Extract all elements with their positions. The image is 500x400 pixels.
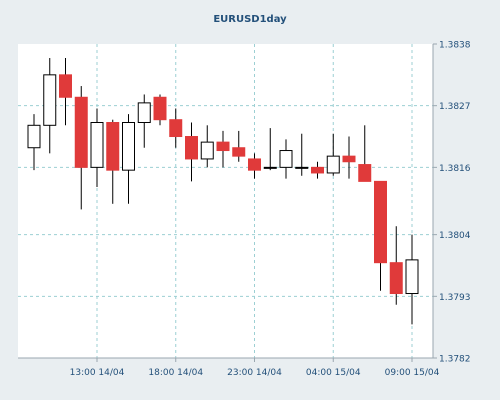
candle: [169, 108, 183, 148]
candle-body-bearish: [153, 96, 167, 121]
candle-body-bullish: [279, 150, 293, 168]
candle-body-bullish: [137, 102, 151, 123]
candle: [74, 86, 88, 210]
candle-body-bullish: [405, 259, 419, 295]
candle: [90, 108, 104, 187]
plot-panel: [18, 44, 433, 358]
candle: [106, 119, 120, 204]
candle-body-bearish: [374, 180, 387, 264]
candle: [295, 133, 309, 176]
grid-lines: [18, 43, 437, 362]
candle-body-bullish: [27, 124, 41, 149]
candle-body-bearish: [106, 122, 120, 171]
candle-body-bullish: [263, 166, 277, 169]
candles: [27, 58, 419, 325]
candle: [185, 122, 198, 182]
candle: [358, 125, 372, 182]
y-tick-label: 1.3782: [439, 355, 471, 365]
candle-body-bearish: [248, 158, 261, 171]
candle: [232, 130, 246, 162]
candle-body-bullish: [200, 141, 214, 160]
axis-labels: 1.3838 1.3827 1.3816 1.3804 1.3793 1.3782 13:0…: [70, 41, 471, 379]
candle: [122, 114, 135, 204]
candle: [200, 125, 214, 168]
candle: [27, 114, 41, 171]
y-tick-label: 1.3793: [439, 293, 471, 303]
candle: [326, 133, 340, 176]
candle-body-bullish: [90, 122, 104, 168]
candle: [263, 128, 277, 171]
candle-body-bearish: [185, 136, 198, 160]
candle-body-bearish: [311, 166, 324, 174]
candle-body-bullish: [43, 74, 57, 126]
x-tick-label: 04:00 15/04: [306, 368, 361, 378]
candle: [405, 234, 419, 325]
candle-body-bearish: [232, 147, 246, 157]
candle: [311, 161, 324, 179]
candle: [216, 130, 230, 168]
candle-body-bearish: [74, 96, 88, 168]
candle-body-bullish: [122, 122, 135, 171]
y-tick-label: 1.3816: [439, 164, 471, 174]
candle: [153, 94, 167, 126]
candle: [137, 94, 151, 148]
candle: [43, 58, 57, 154]
y-tick-label: 1.3804: [439, 231, 471, 241]
candle-body-bullish: [295, 166, 309, 169]
candle-body-bearish: [59, 74, 72, 98]
chart-title: EURUSD1day: [213, 14, 287, 25]
x-tick-label: 23:00 14/04: [227, 368, 282, 378]
candle: [59, 58, 72, 126]
candle-body-bullish: [326, 155, 340, 174]
candle: [342, 136, 356, 179]
candle-body-bearish: [358, 164, 372, 182]
y-tick-label: 1.3827: [439, 102, 471, 112]
candle-body-bearish: [216, 141, 230, 152]
x-tick-label: 09:00 15/04: [385, 368, 440, 378]
candle-body-bearish: [169, 119, 183, 138]
candle-body-bearish: [389, 262, 403, 295]
y-tick-label: 1.3838: [439, 41, 471, 51]
candle: [389, 226, 403, 305]
candle: [279, 139, 293, 179]
x-tick-label: 13:00 14/04: [70, 368, 125, 378]
x-tick-label: 18:00 14/04: [148, 368, 203, 378]
axes: [18, 44, 434, 359]
candle: [374, 180, 387, 291]
candle-body-bearish: [342, 155, 356, 163]
candle: [248, 153, 261, 179]
